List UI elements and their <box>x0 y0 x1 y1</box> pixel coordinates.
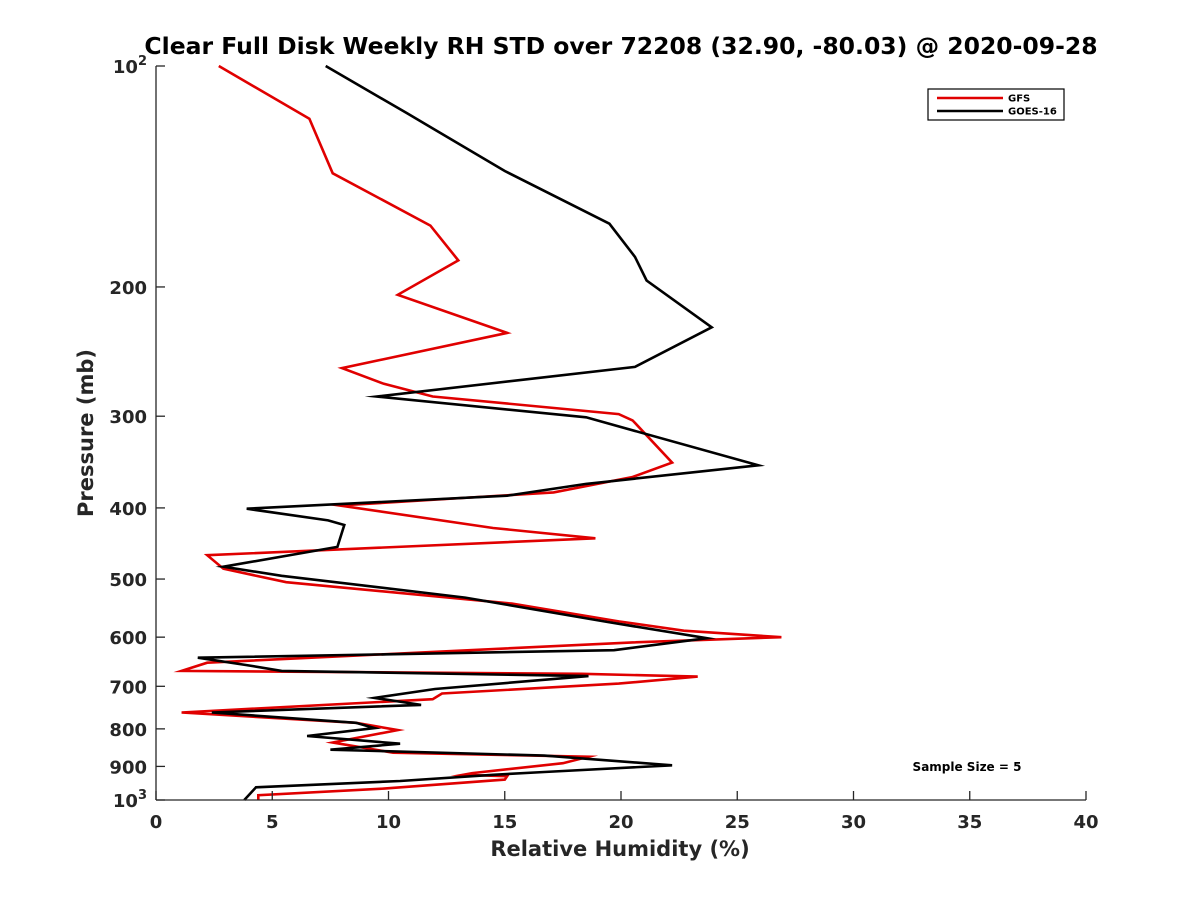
y-tick-label: 400 <box>109 499 147 520</box>
y-tick-label: 600 <box>109 628 147 649</box>
legend-label-goes-16: GOES-16 <box>1008 107 1057 118</box>
y-tick-label: 102 <box>113 54 147 78</box>
y-tick-label: 500 <box>109 570 147 591</box>
x-tick-label: 20 <box>608 812 633 833</box>
x-tick-label: 15 <box>492 812 517 833</box>
x-tick-label: 10 <box>376 812 401 833</box>
x-tick-label: 40 <box>1073 812 1098 833</box>
series-line-goes-16 <box>197 64 766 801</box>
y-axis-label: Pressure (mb) <box>74 349 98 517</box>
y-tick-label: 700 <box>109 677 147 698</box>
legend-label-gfs: GFS <box>1008 94 1030 105</box>
x-tick-label: 30 <box>841 812 866 833</box>
y-tick-label: 300 <box>109 407 147 428</box>
x-tick-label: 0 <box>150 812 163 833</box>
x-tick-label: 25 <box>725 812 750 833</box>
y-tick-label: 200 <box>109 278 147 299</box>
x-tick-label: 5 <box>266 812 279 833</box>
series-layer <box>173 64 782 801</box>
sample-size-annotation: Sample Size = 5 <box>913 760 1022 774</box>
chart-title: Clear Full Disk Weekly RH STD over 72208… <box>144 32 1097 60</box>
x-axis-label: Relative Humidity (%) <box>490 837 749 861</box>
y-tick-label: 103 <box>113 788 147 812</box>
axes-layer: 0 5 10 15 20 25 30 35 40 102 200 300 400 500 600 700 800… <box>109 54 1098 833</box>
legend: GFS GOES-16 <box>927 88 1065 121</box>
legend-box <box>927 88 1065 121</box>
y-tick-label: 800 <box>109 720 147 741</box>
x-tick-label: 35 <box>957 812 982 833</box>
y-tick-label: 900 <box>109 757 147 778</box>
